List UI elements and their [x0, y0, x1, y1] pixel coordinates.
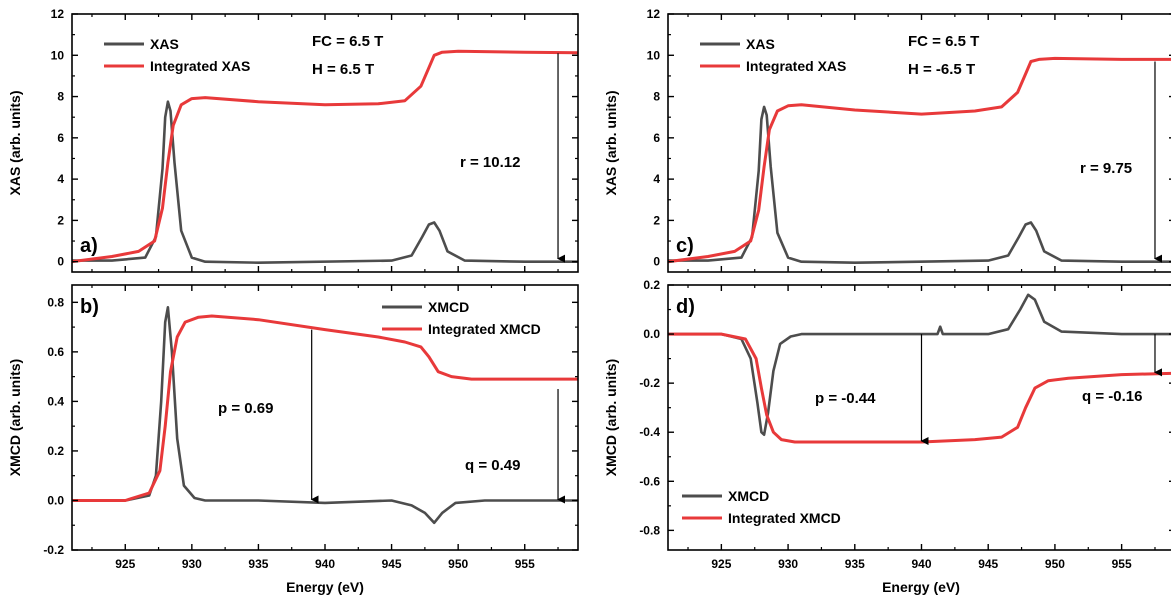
y-tick-label: 4 — [57, 172, 64, 186]
y-tick-label: 2 — [57, 213, 64, 227]
x-tick-label: 955 — [515, 557, 535, 571]
y-tick-label: 8 — [653, 90, 660, 104]
y-tick-label: 0 — [653, 255, 660, 269]
x-tick-label: 930 — [182, 557, 202, 571]
field-label: H = 6.5 T — [312, 61, 374, 78]
panel-label: b) — [80, 296, 99, 318]
field-label: FC = 6.5 T — [908, 33, 979, 50]
annotation-label: p = 0.69 — [218, 400, 273, 417]
legend-label: Integrated XMCD — [428, 321, 541, 337]
y-tick-label: 6 — [653, 131, 660, 145]
x-tick-label: 945 — [382, 557, 402, 571]
panel-label: d) — [676, 296, 695, 318]
y-tick-label: 0 — [57, 255, 64, 269]
annotation-label: p = -0.44 — [815, 390, 876, 407]
legend-label: XMCD — [428, 299, 469, 315]
y-tick-label: -0.2 — [43, 543, 64, 557]
field-label: FC = 6.5 T — [312, 33, 383, 50]
y-tick-label: -0.8 — [639, 523, 660, 537]
panel-b: -0.2 0.0 0.2 0.4 0.6 0.8 925 930 935 940 945 950 955… — [7, 285, 578, 595]
y-axis-label: XAS (arb. units) — [7, 90, 23, 195]
panel-a: 0 2 4 6 8 10 12 XAS (arb. units) a) XAS Integrated… — [7, 7, 578, 272]
x-axis-label: Energy (eV) — [882, 579, 960, 595]
x-tick-label: 925 — [115, 557, 135, 571]
y-tick-label: 4 — [653, 172, 660, 186]
y-axis-label: XMCD (arb. units) — [7, 359, 23, 476]
y-tick-label: 0.0 — [643, 327, 660, 341]
legend-label: XAS — [746, 36, 775, 52]
panel-label: c) — [676, 235, 694, 257]
y-axis-label: XAS (arb. units) — [603, 90, 619, 195]
y-tick-label: -0.2 — [639, 376, 660, 390]
y-tick-label: 10 — [647, 48, 661, 62]
panel-label: a) — [80, 235, 98, 257]
y-tick-label: 0.6 — [47, 345, 64, 359]
x-tick-label: 925 — [711, 557, 731, 571]
y-tick-label: 0.2 — [643, 278, 660, 292]
legend-label: Integrated XMCD — [728, 510, 841, 526]
annotation-label: r = 9.75 — [1080, 160, 1132, 177]
x-tick-label: 935 — [845, 557, 865, 571]
x-tick-label: 950 — [448, 557, 468, 571]
y-tick-label: 12 — [647, 7, 661, 21]
x-tick-label: 930 — [778, 557, 798, 571]
x-tick-label: 955 — [1112, 557, 1132, 571]
x-tick-label: 935 — [248, 557, 268, 571]
legend-label: Integrated XAS — [746, 58, 846, 74]
y-tick-label: 0.2 — [47, 444, 64, 458]
y-tick-label: 12 — [51, 7, 65, 21]
series-line-xmcd — [72, 307, 578, 523]
legend-label: Integrated XAS — [150, 58, 250, 74]
panel-c: 0 2 4 6 8 10 12 XAS (arb. units) c) XAS Integrated… — [603, 7, 1171, 272]
y-axis-label: XMCD (arb. units) — [603, 359, 619, 476]
y-tick-label: 2 — [653, 213, 660, 227]
x-tick-label: 940 — [911, 557, 931, 571]
y-tick-label: -0.6 — [639, 474, 660, 488]
y-tick-label: -0.4 — [639, 425, 660, 439]
y-tick-label: 8 — [57, 90, 64, 104]
x-tick-label: 940 — [315, 557, 335, 571]
series-line-xas — [72, 102, 578, 263]
annotation-label: q = -0.16 — [1082, 388, 1142, 405]
field-label: H = -6.5 T — [908, 61, 975, 78]
series-line-xmcd — [668, 295, 1171, 435]
legend-label: XAS — [150, 36, 179, 52]
annotation-label: q = 0.49 — [465, 457, 520, 474]
y-tick-label: 0.0 — [47, 493, 64, 507]
y-tick-label: 10 — [51, 48, 65, 62]
y-tick-label: 0.8 — [47, 295, 64, 309]
series-line-xas — [668, 107, 1171, 263]
x-tick-label: 950 — [1045, 557, 1065, 571]
y-tick-label: 0.4 — [47, 394, 64, 408]
y-tick-label: 6 — [57, 131, 64, 145]
annotation-label: r = 10.12 — [460, 154, 520, 171]
x-tick-label: 945 — [978, 557, 998, 571]
x-axis-label: Energy (eV) — [286, 579, 364, 595]
panel-d: -0.8 -0.6 -0.4 -0.2 0.0 0.2 925 930 935 940 945 950… — [603, 278, 1171, 595]
plot-frame — [668, 14, 1171, 272]
legend-label: XMCD — [728, 488, 769, 504]
